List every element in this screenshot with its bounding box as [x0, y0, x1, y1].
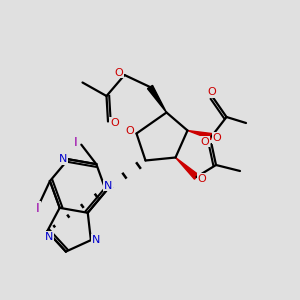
Text: N: N — [59, 154, 67, 164]
Polygon shape — [148, 85, 166, 112]
Text: N: N — [44, 232, 53, 242]
Polygon shape — [176, 158, 199, 179]
Text: O: O — [207, 87, 216, 97]
Text: O: O — [110, 118, 119, 128]
Text: O: O — [212, 133, 221, 143]
Text: O: O — [115, 68, 124, 78]
Polygon shape — [188, 130, 212, 140]
Text: O: O — [200, 136, 209, 147]
Text: O: O — [125, 126, 134, 136]
Text: O: O — [197, 173, 206, 184]
Text: I: I — [74, 136, 78, 149]
Text: N: N — [103, 181, 112, 190]
Text: I: I — [36, 202, 40, 214]
Text: N: N — [92, 235, 100, 245]
